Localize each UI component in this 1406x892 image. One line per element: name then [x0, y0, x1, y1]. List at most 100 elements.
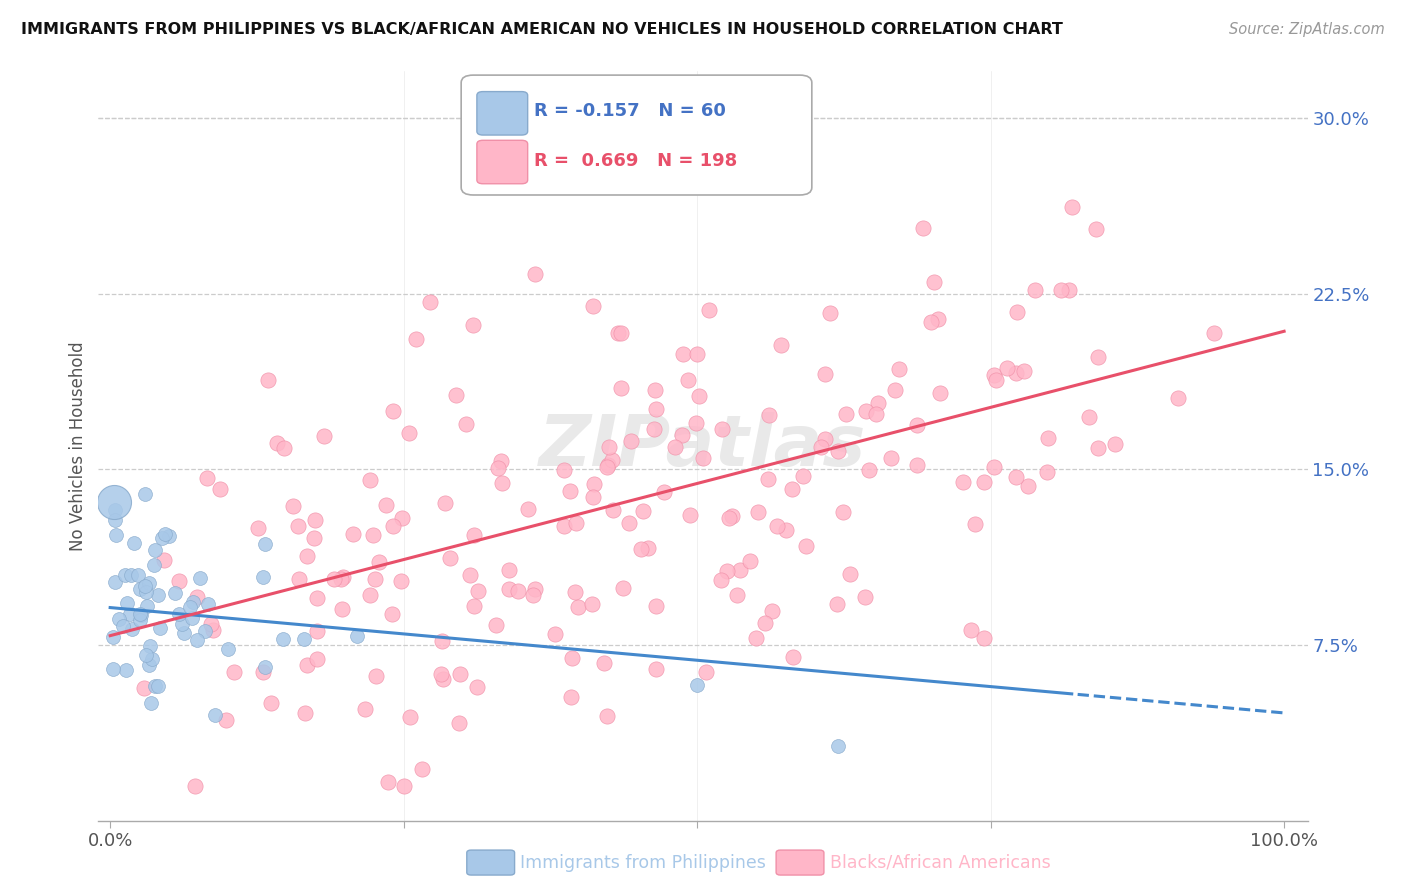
Point	[853, 590, 876, 604]
Point	[610, 326, 633, 340]
Point	[312, 428, 335, 442]
Point	[368, 555, 391, 569]
Point	[359, 473, 381, 487]
Point	[633, 504, 655, 518]
Point	[449, 715, 471, 730]
Point	[195, 470, 218, 484]
Point	[359, 588, 381, 602]
Point	[688, 389, 710, 403]
Point	[758, 408, 780, 422]
Point	[1049, 284, 1071, 298]
Point	[127, 568, 149, 582]
Point	[114, 568, 136, 582]
Point	[952, 475, 974, 490]
Point	[430, 633, 453, 648]
Point	[581, 597, 603, 611]
Point	[381, 404, 404, 418]
Point	[266, 436, 288, 450]
Point	[353, 702, 375, 716]
Point	[302, 531, 325, 545]
Point	[965, 516, 987, 531]
Point	[664, 440, 686, 454]
Point	[465, 681, 488, 695]
Point	[252, 569, 274, 583]
Point	[138, 575, 160, 590]
Point	[139, 696, 162, 710]
Point	[183, 779, 205, 793]
Point	[855, 404, 877, 418]
Point	[1005, 305, 1028, 319]
Point	[1167, 391, 1189, 405]
Point	[201, 623, 224, 637]
Point	[596, 458, 619, 472]
Point	[389, 574, 412, 589]
Point	[498, 582, 520, 596]
Point	[644, 662, 666, 676]
Point	[697, 303, 720, 318]
Point	[143, 679, 166, 693]
Point	[1004, 366, 1026, 380]
Point	[467, 583, 489, 598]
Point	[149, 621, 172, 635]
Point	[287, 518, 309, 533]
Point	[553, 462, 575, 476]
Point	[105, 527, 128, 541]
Text: IMMIGRANTS FROM PHILIPPINES VS BLACK/AFRICAN AMERICAN NO VEHICLES IN HOUSEHOLD C: IMMIGRANTS FROM PHILIPPINES VS BLACK/AFR…	[21, 22, 1063, 37]
Point	[645, 402, 668, 417]
Point	[1024, 283, 1046, 297]
Point	[679, 508, 702, 523]
Point	[153, 526, 176, 541]
Point	[905, 458, 928, 472]
Point	[101, 662, 124, 676]
Point	[295, 658, 318, 673]
Point	[740, 554, 762, 568]
Point	[523, 582, 546, 597]
Point	[129, 608, 152, 623]
Point	[307, 652, 329, 666]
Point	[209, 482, 232, 496]
Point	[883, 384, 905, 398]
Point	[179, 599, 201, 614]
Point	[463, 528, 485, 542]
Text: Blacks/African Americans: Blacks/African Americans	[830, 854, 1050, 871]
Point	[983, 368, 1005, 382]
Point	[246, 521, 269, 535]
Point	[610, 381, 633, 395]
Point	[1005, 470, 1028, 484]
Point	[135, 648, 157, 663]
Point	[754, 615, 776, 630]
Point	[564, 516, 586, 531]
Point	[553, 518, 575, 533]
Point	[1017, 479, 1039, 493]
Point	[927, 312, 949, 326]
Point	[170, 616, 193, 631]
Point	[831, 505, 853, 519]
Point	[108, 612, 131, 626]
Point	[959, 624, 981, 638]
Point	[444, 388, 467, 402]
Point	[361, 527, 384, 541]
Point	[498, 563, 520, 577]
Point	[398, 425, 420, 440]
Point	[332, 569, 354, 583]
Point	[391, 511, 413, 525]
Point	[392, 779, 415, 793]
Point	[761, 604, 783, 618]
Point	[582, 490, 605, 504]
Point	[114, 664, 136, 678]
Point	[984, 373, 1007, 387]
Point	[419, 294, 441, 309]
Point	[491, 475, 513, 490]
Point	[827, 739, 849, 753]
Point	[382, 519, 405, 533]
Point	[769, 338, 792, 352]
Point	[186, 591, 208, 605]
Point	[142, 558, 165, 573]
Point	[728, 564, 751, 578]
Point	[924, 275, 946, 289]
Point	[194, 624, 217, 639]
Point	[692, 451, 714, 466]
Point	[598, 441, 620, 455]
Point	[887, 362, 910, 376]
Point	[619, 516, 641, 531]
